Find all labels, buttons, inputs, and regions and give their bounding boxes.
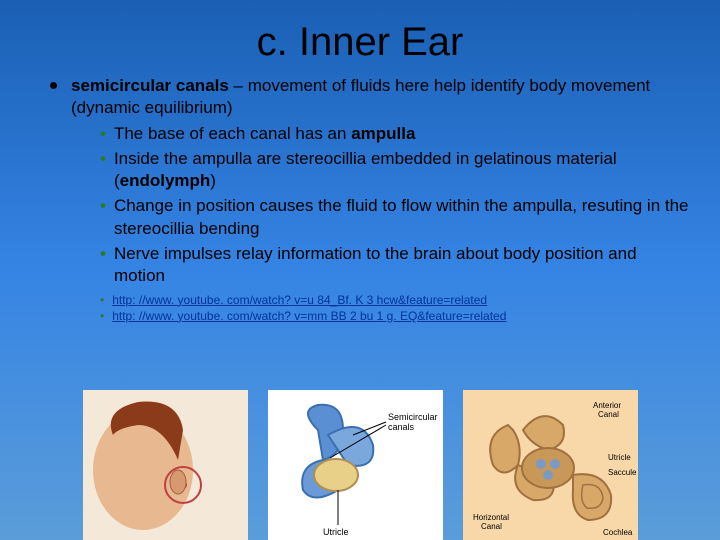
video-link[interactable]: http: //www. youtube. com/watch? v=mm BB… xyxy=(112,309,506,323)
bullet-dash-icon: • xyxy=(100,309,104,323)
bullet-dash-icon: • xyxy=(100,243,106,265)
sub-bullet-item: • Nerve impulses relay information to the… xyxy=(100,243,690,287)
sub-bullet-text: The base of each canal has an ampulla xyxy=(114,123,415,145)
svg-text:Utricle: Utricle xyxy=(323,527,349,537)
sub-bullet-text: Nerve impulses relay information to the … xyxy=(114,243,690,287)
sub-bullet-list: • The base of each canal has an ampulla • I… xyxy=(100,123,690,287)
image-row: Semicircular canals Utricle Anterior Can… xyxy=(0,390,720,540)
svg-text:Anterior: Anterior xyxy=(593,401,621,410)
sub-bullet-item: • The base of each canal has an ampulla xyxy=(100,123,690,145)
svg-text:Semicircular: Semicircular xyxy=(388,412,438,422)
image-inner-ear-anatomy: Anterior Canal Utricle Saccule Cochlea H… xyxy=(463,390,638,540)
svg-text:Cochlea: Cochlea xyxy=(603,528,633,537)
bullet-dot-icon xyxy=(50,82,57,89)
inner-ear-anatomy-icon: Anterior Canal Utricle Saccule Cochlea H… xyxy=(463,390,638,540)
bullet-dash-icon: • xyxy=(100,293,104,307)
video-link[interactable]: http: //www. youtube. com/watch? v=u 84_… xyxy=(112,293,487,307)
sub-bullet-text: Change in position causes the fluid to f… xyxy=(114,195,690,239)
main-bullet-text: semicircular canals – movement of fluids… xyxy=(71,75,690,119)
image-semicircular-canals: Semicircular canals Utricle xyxy=(268,390,443,540)
svg-text:Utricle: Utricle xyxy=(608,453,631,462)
svg-text:Canal: Canal xyxy=(598,410,619,419)
sub-bullet-item: • Inside the ampulla are stereocillia emb… xyxy=(100,148,690,192)
image-head-ear xyxy=(83,390,248,540)
bullet-dash-icon: • xyxy=(100,123,106,145)
svg-text:Canal: Canal xyxy=(481,522,502,531)
bullet-dash-icon: • xyxy=(100,148,106,170)
slide-title: c. Inner Ear xyxy=(0,0,720,75)
link-item: • http: //www. youtube. com/watch? v=mm B… xyxy=(100,309,690,323)
slide-content: semicircular canals – movement of fluids… xyxy=(0,75,720,323)
head-illustration-icon xyxy=(83,390,248,540)
svg-text:Saccule: Saccule xyxy=(608,468,637,477)
canals-diagram-icon: Semicircular canals Utricle xyxy=(268,390,443,540)
sub-bullet-item: • Change in position causes the fluid to … xyxy=(100,195,690,239)
svg-text:Horizontal: Horizontal xyxy=(473,513,509,522)
bullet-dash-icon: • xyxy=(100,195,106,217)
link-item: • http: //www. youtube. com/watch? v=u 84… xyxy=(100,293,690,307)
main-bullet: semicircular canals – movement of fluids… xyxy=(50,75,690,119)
link-list: • http: //www. youtube. com/watch? v=u 84… xyxy=(100,293,690,323)
svg-text:canals: canals xyxy=(388,422,415,432)
sub-bullet-text: Inside the ampulla are stereocillia embe… xyxy=(114,148,690,192)
